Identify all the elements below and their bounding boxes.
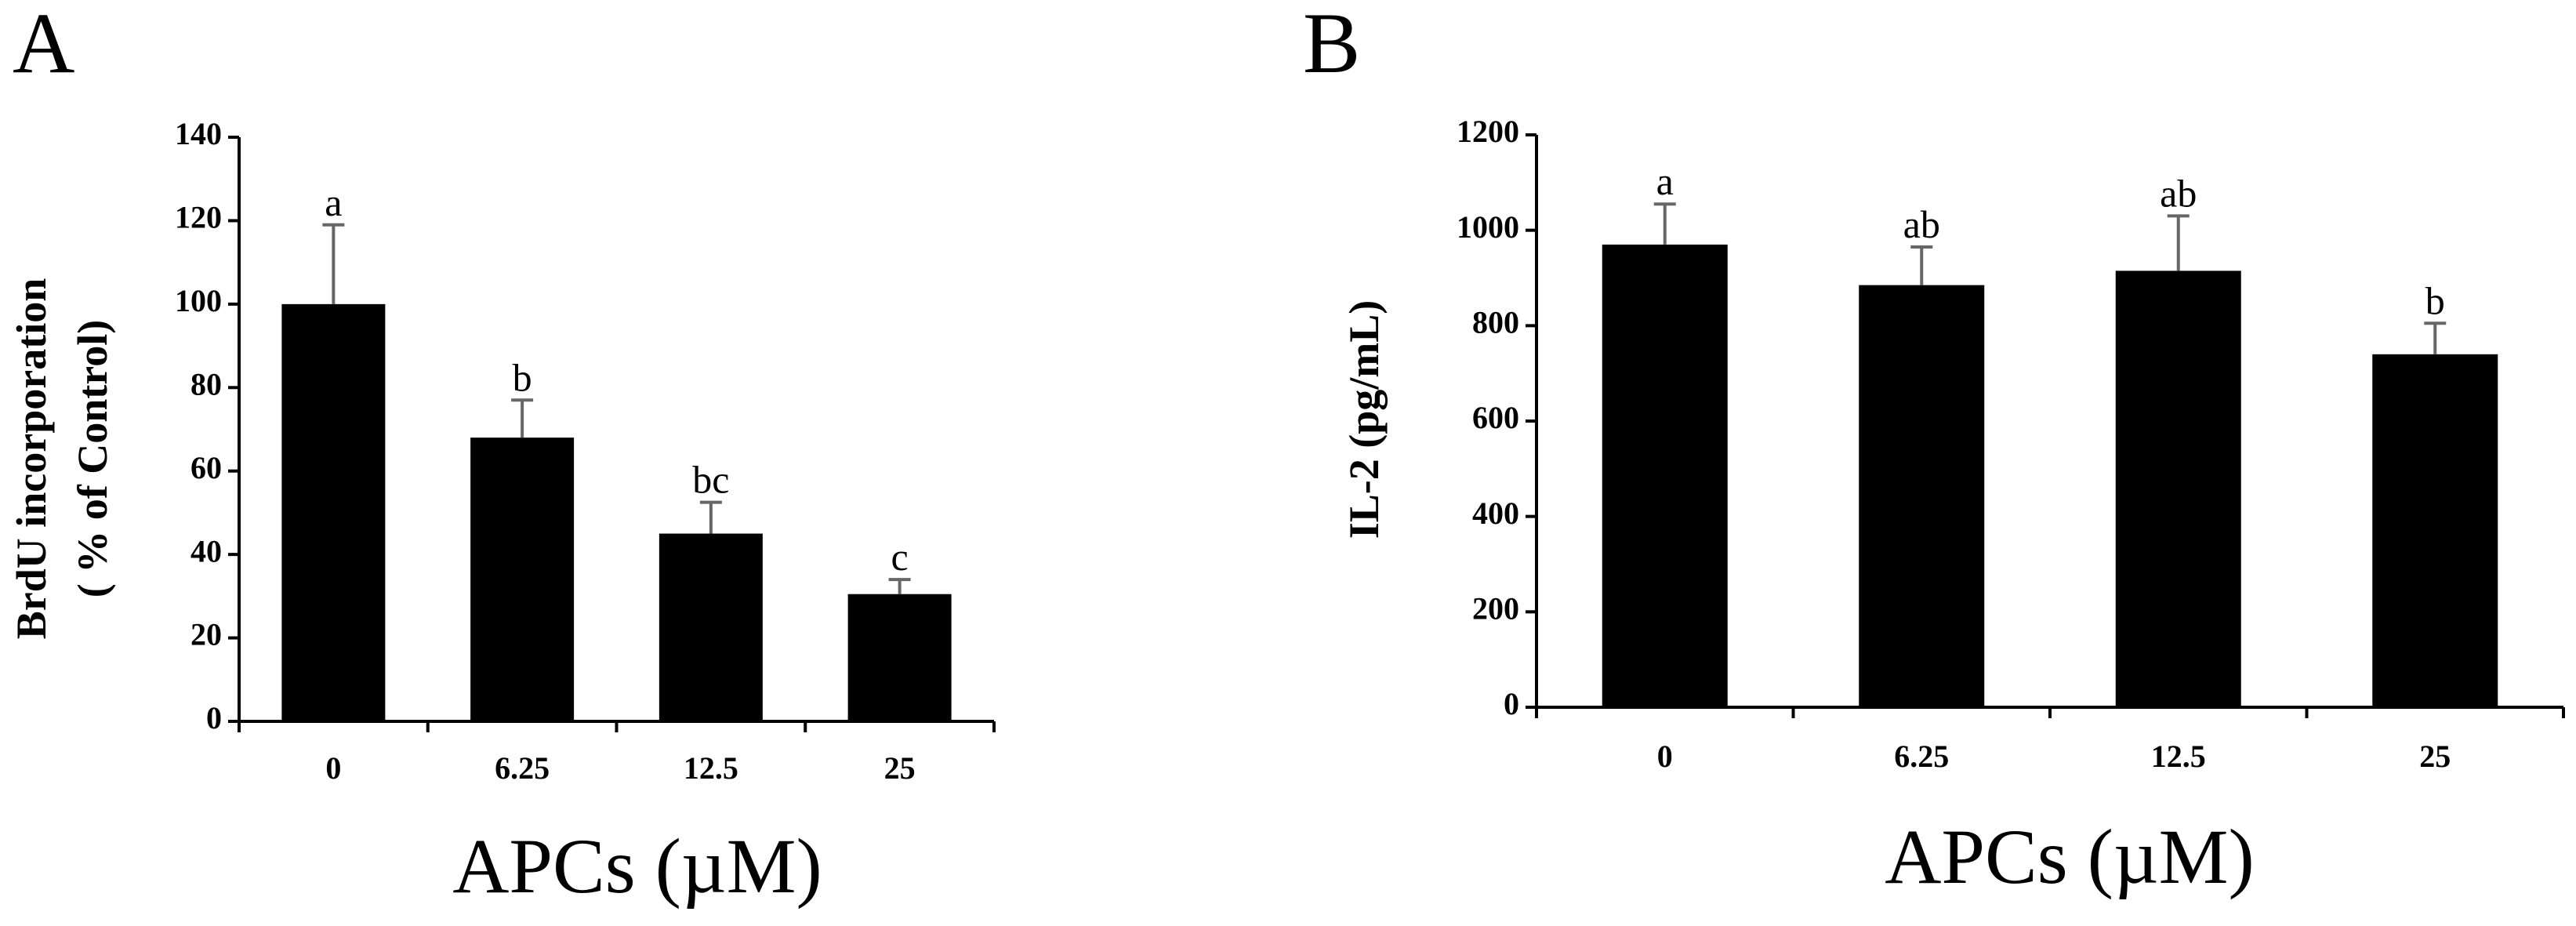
significance-label: c <box>891 535 909 579</box>
x-tick-label: 12.5 <box>2151 739 2206 774</box>
y-tick-label: 140 <box>175 116 222 151</box>
y-tick-label: 80 <box>190 366 222 401</box>
panel-label-a: A <box>13 0 74 91</box>
bar <box>470 438 575 721</box>
y-axis-label-line-2: ( % of Control) <box>69 320 116 597</box>
y-axis-label: IL-2 (pg/mL) <box>1341 300 1388 539</box>
significance-label: b <box>2425 278 2445 322</box>
significance-label: bc <box>692 458 729 502</box>
panel-b: B IL-2 (pg/mL) APCs (µM) 0 200 400 600 800 10… <box>1303 0 2565 900</box>
plot-area-a: 0 20 40 60 80 100 120 140 a 0 b 6.25 bc 12.5 c 25 <box>175 116 996 786</box>
x-tick-label: 25 <box>884 750 916 786</box>
x-tick-label: 25 <box>2419 739 2451 774</box>
y-tick-label: 200 <box>1472 591 1519 626</box>
bar <box>281 303 386 721</box>
x-tick-label: 6.25 <box>1894 739 1949 774</box>
plot-area-b: 0 200 400 600 800 1000 1200 a 0 ab 6.25 ab 12.5 b 25 <box>1457 114 2565 774</box>
y-tick-label: 20 <box>190 617 222 652</box>
bar <box>1602 244 1728 708</box>
y-tick-label: 1200 <box>1457 114 1519 149</box>
bar <box>2372 354 2498 707</box>
y-tick-label: 40 <box>190 533 222 568</box>
bar <box>1859 285 1985 707</box>
y-axis-label-line-1: BrdU incorporation <box>8 278 55 640</box>
y-tick-label: 0 <box>1504 686 1519 721</box>
bar <box>659 533 763 721</box>
x-axis-label: APCs (µM) <box>452 823 822 910</box>
x-tick-label: 0 <box>1657 739 1673 774</box>
significance-label: a <box>1656 159 1674 203</box>
y-tick-label: 400 <box>1472 496 1519 531</box>
significance-label: ab <box>2160 171 2197 215</box>
x-tick-label: 12.5 <box>684 750 738 786</box>
x-axis-label: APCs (µM) <box>1885 813 2255 900</box>
y-tick-label: 0 <box>206 700 222 735</box>
y-tick-label: 600 <box>1472 400 1519 435</box>
panel-label-b: B <box>1303 0 1360 91</box>
y-tick-label: 60 <box>190 450 222 485</box>
x-tick-label: 6.25 <box>495 750 550 786</box>
significance-label: b <box>513 355 532 399</box>
bar <box>847 594 952 721</box>
significance-label: ab <box>1903 202 1940 246</box>
y-tick-label: 1000 <box>1457 209 1519 245</box>
panel-a: A BrdU incorporation ( % of Control) APC… <box>8 0 996 910</box>
x-tick-label: 0 <box>325 750 341 786</box>
y-tick-label: 800 <box>1472 305 1519 340</box>
y-tick-label: 120 <box>175 200 222 235</box>
significance-label: a <box>325 180 342 224</box>
bar <box>2115 271 2241 707</box>
y-tick-label: 100 <box>175 283 222 318</box>
